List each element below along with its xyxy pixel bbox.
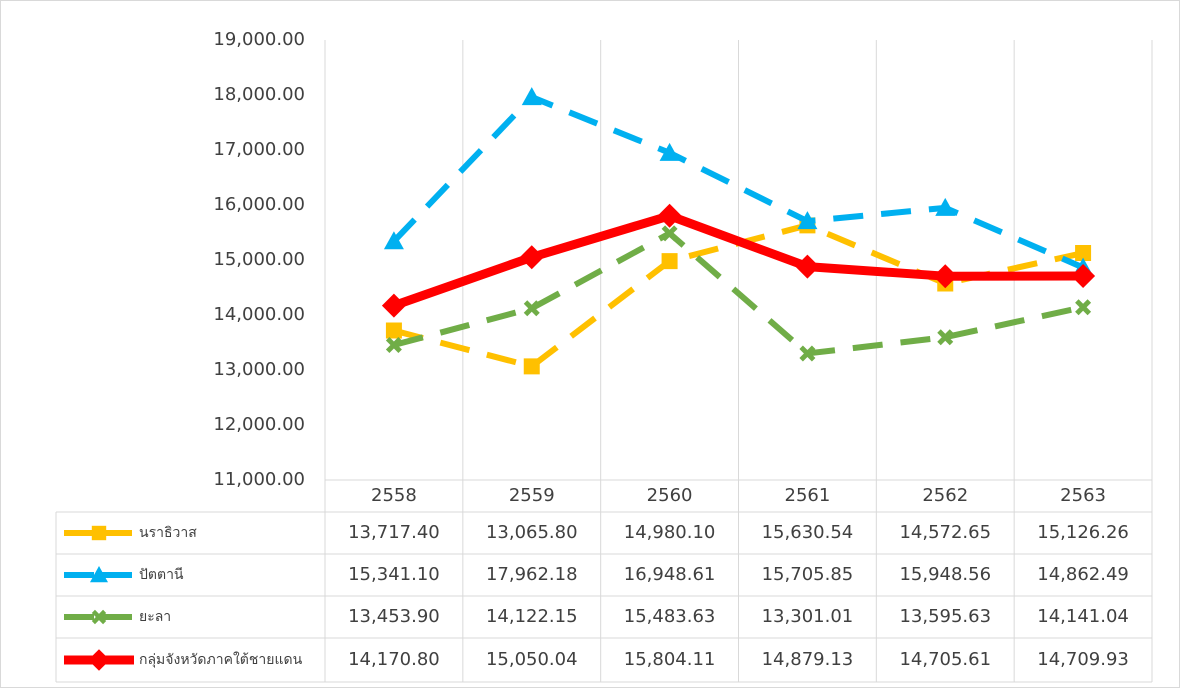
x-tick-label: 2558 <box>371 485 417 506</box>
marker <box>88 649 110 671</box>
marker <box>1071 263 1096 288</box>
y-tick-label: 17,000.00 <box>213 139 305 160</box>
y-tick-label: 19,000.00 <box>213 29 305 50</box>
table-value: 15,126.26 <box>1037 522 1129 543</box>
table-value: 14,879.13 <box>762 649 854 670</box>
marker <box>797 211 818 230</box>
x-tick-label: 2559 <box>509 485 555 506</box>
table-value: 15,050.04 <box>486 649 578 670</box>
marker <box>90 566 108 583</box>
marker <box>937 329 954 346</box>
marker <box>91 525 107 541</box>
y-tick-label: 15,000.00 <box>213 249 305 270</box>
table-value: 15,341.10 <box>348 564 440 585</box>
marker <box>385 337 402 354</box>
series-line <box>393 230 1084 357</box>
legend-label: กลุ่มจังหวัดภาคใต้ชายแดน <box>139 651 303 668</box>
y-tick-label: 12,000.00 <box>213 414 305 435</box>
marker <box>933 264 958 289</box>
legend-label: ปัตตานี <box>139 567 184 583</box>
table-value: 14,122.15 <box>486 606 578 627</box>
y-tick-label: 11,000.00 <box>213 469 305 490</box>
marker <box>661 253 678 270</box>
y-tick-label: 14,000.00 <box>213 304 305 325</box>
table-value: 13,453.90 <box>348 606 440 627</box>
marker <box>935 197 956 216</box>
marker <box>383 231 404 250</box>
table-value: 15,630.54 <box>762 522 854 543</box>
table-value: 14,709.93 <box>1037 649 1129 670</box>
table-value: 14,862.49 <box>1037 564 1129 585</box>
marker <box>661 225 678 242</box>
y-tick-label: 16,000.00 <box>213 194 305 215</box>
table-value: 13,301.01 <box>762 606 854 627</box>
marker <box>91 609 107 625</box>
x-tick-label: 2561 <box>785 485 831 506</box>
y-tick-label: 13,000.00 <box>213 359 305 380</box>
table-value: 14,572.65 <box>899 522 991 543</box>
table-value: 14,705.61 <box>899 649 991 670</box>
table-value: 14,141.04 <box>1037 606 1129 627</box>
marker <box>385 322 402 339</box>
legend-label: ยะลา <box>139 609 171 625</box>
series-line <box>391 94 1085 271</box>
table-value: 17,962.18 <box>486 564 578 585</box>
table-value: 15,804.11 <box>624 649 716 670</box>
marker <box>523 358 540 375</box>
marker <box>1075 245 1092 262</box>
table-value: 13,065.80 <box>486 522 578 543</box>
series-line <box>392 211 1084 310</box>
table-value: 15,948.56 <box>899 564 991 585</box>
marker <box>799 345 816 362</box>
table-value: 15,705.85 <box>762 564 854 585</box>
table-value: 16,948.61 <box>624 564 716 585</box>
marker <box>381 293 406 318</box>
marker <box>519 245 544 270</box>
marker <box>659 142 680 161</box>
x-tick-label: 2563 <box>1060 485 1106 506</box>
marker <box>521 87 542 106</box>
marker <box>795 254 820 279</box>
table-value: 15,483.63 <box>624 606 716 627</box>
table-value: 14,170.80 <box>348 649 440 670</box>
marker <box>1075 299 1092 316</box>
x-tick-label: 2562 <box>922 485 968 506</box>
y-tick-label: 18,000.00 <box>213 84 305 105</box>
table-value: 13,717.40 <box>348 522 440 543</box>
marker <box>657 203 682 228</box>
legend-label: นราธิวาส <box>139 525 197 541</box>
x-tick-label: 2560 <box>647 485 693 506</box>
table-value: 13,595.63 <box>899 606 991 627</box>
table-value: 14,980.10 <box>624 522 716 543</box>
marker <box>523 300 540 317</box>
